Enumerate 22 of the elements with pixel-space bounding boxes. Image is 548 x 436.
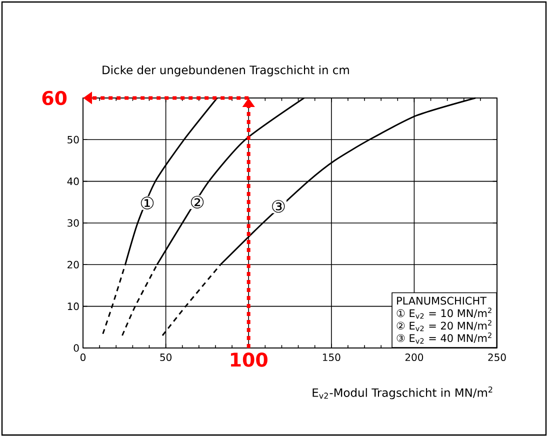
legend-title: PLANUMSCHICHT: [397, 296, 487, 305]
annotation: ① E$_{v2}$ = 10 MN/m$^{2}$: [396, 308, 492, 319]
x-tick-label: 200: [405, 353, 424, 362]
y-axis-title: Dicke der ungebundenen Tragschicht in cm: [102, 65, 349, 76]
annotation: ②: [190, 196, 204, 208]
x-tick-label: 150: [322, 353, 340, 362]
annotation: ①: [140, 196, 154, 210]
y-tick-label: 0: [74, 344, 79, 352]
ref-line-label: 100: [230, 352, 268, 367]
x-tick-label: 250: [488, 353, 506, 362]
annotation: ③: [272, 200, 285, 213]
annotation: ② E$_{v2}$ = 20 MN/m$^{2}$: [396, 320, 492, 332]
y-tick-label: 30: [68, 219, 79, 227]
y-tick-label: 40: [67, 178, 79, 186]
y-tick-label: 50: [68, 136, 79, 144]
x-axis-title: E$_{v2}$-Modul Tragschicht in MN/m$^{2}$: [312, 386, 492, 400]
x-tick-label: 0: [80, 353, 86, 362]
y-tick-label: 20: [68, 260, 79, 268]
x-tick-label: 50: [160, 353, 172, 362]
annotation: ③ E$_{v2}$ = 40 MN/m$^{2}$: [396, 332, 492, 344]
ref-line-label: 60: [42, 90, 67, 106]
y-tick-label: 10: [68, 302, 79, 310]
